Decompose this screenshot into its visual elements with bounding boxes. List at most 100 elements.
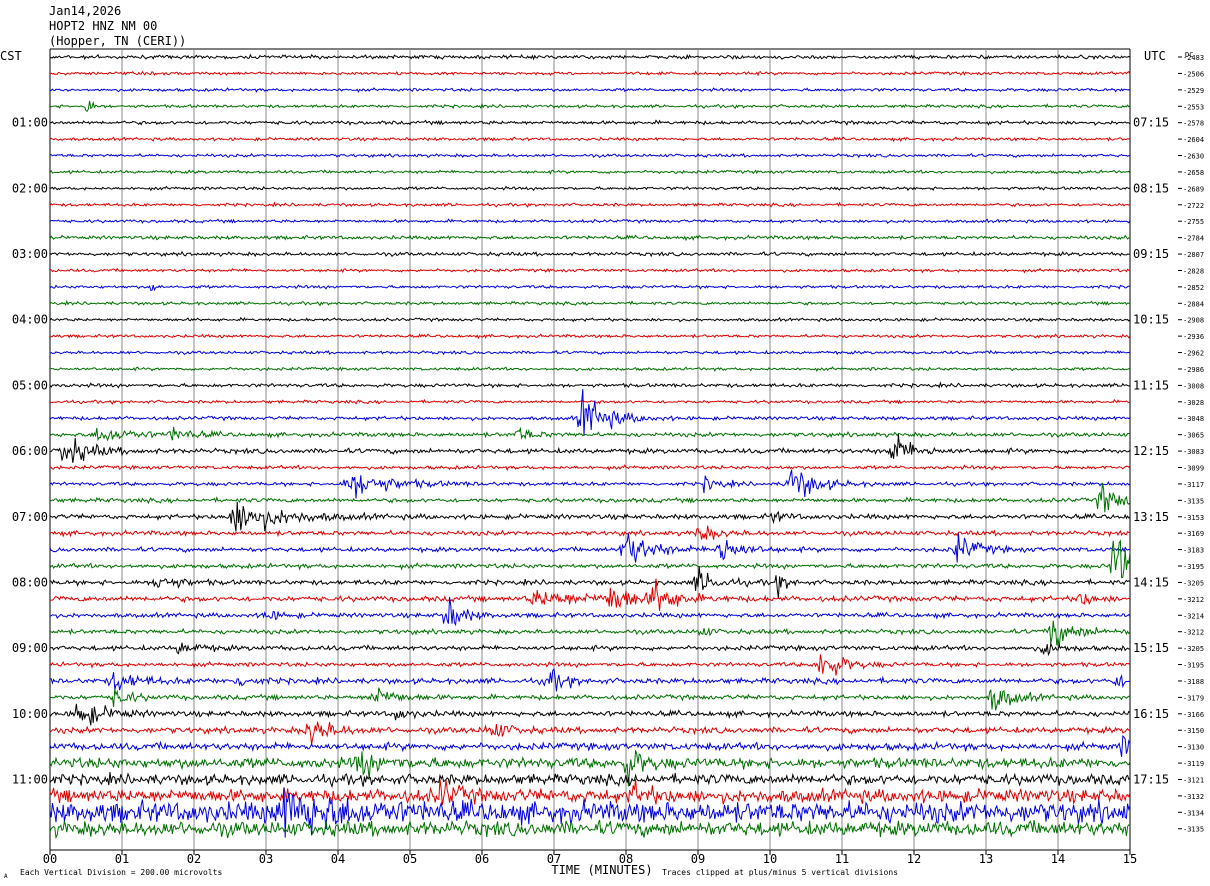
corner-mark: A bbox=[4, 873, 8, 880]
seismic-trace bbox=[49, 501, 1131, 532]
dc-offset-label: -3195 bbox=[1183, 662, 1204, 670]
cst-hour-label: 04:00 bbox=[12, 313, 48, 327]
cst-hour-label: 01:00 bbox=[12, 116, 48, 130]
seismic-trace bbox=[49, 136, 1131, 143]
dc-offset-label: -3008 bbox=[1183, 382, 1204, 390]
x-axis-label: TIME (MINUTES) bbox=[551, 863, 652, 877]
dc-offset-label: -3179 bbox=[1183, 694, 1204, 702]
dc-offset-label: -2884 bbox=[1183, 300, 1204, 308]
seismic-trace bbox=[49, 389, 1131, 436]
cst-hour-label: 05:00 bbox=[12, 378, 48, 392]
seismic-trace bbox=[49, 299, 1131, 307]
seismic-traces bbox=[49, 53, 1131, 840]
dc-offset-label: -2755 bbox=[1183, 218, 1204, 226]
dc-offset-label: -3134 bbox=[1183, 809, 1204, 817]
seismic-trace bbox=[49, 70, 1131, 77]
dc-offset-label: -2807 bbox=[1183, 251, 1204, 259]
seismic-trace bbox=[50, 185, 1131, 192]
dc-offset-label: -3048 bbox=[1183, 415, 1204, 423]
dc-offset-label: -2630 bbox=[1183, 153, 1204, 161]
dc-offset-label: -2784 bbox=[1183, 235, 1204, 243]
cst-hour-label: 09:00 bbox=[12, 641, 48, 655]
cst-hour-label: 06:00 bbox=[12, 444, 48, 458]
seismic-trace bbox=[49, 469, 1131, 499]
seismic-trace bbox=[49, 533, 1130, 563]
x-tick-label: 05 bbox=[403, 852, 417, 866]
x-axis-ticks: 00 01 02 03 04 05 06 07 08 09 10 11 12 13 14 15 -2483 -25… bbox=[12, 54, 1204, 866]
seismic-trace bbox=[49, 333, 1131, 340]
seismic-trace bbox=[49, 316, 1131, 323]
seismic-trace bbox=[49, 349, 1131, 356]
dc-offset-label: -3132 bbox=[1183, 793, 1204, 801]
x-tick-label: 09 bbox=[691, 852, 705, 866]
seismic-trace bbox=[49, 721, 1131, 745]
seismic-trace bbox=[49, 434, 1131, 463]
seismic-trace bbox=[49, 169, 1131, 175]
seismic-trace bbox=[49, 787, 1131, 838]
seismic-trace bbox=[49, 201, 1131, 208]
utc-hour-label: 17:15 bbox=[1133, 772, 1169, 786]
seismic-trace bbox=[49, 284, 1131, 292]
seismic-trace bbox=[49, 735, 1131, 757]
dc-offset-label: -2936 bbox=[1183, 333, 1204, 341]
x-tick-label: 11 bbox=[835, 852, 849, 866]
dc-offset-label: -3166 bbox=[1183, 711, 1204, 719]
dc-offset-label: -2852 bbox=[1183, 284, 1204, 292]
seismic-trace bbox=[49, 750, 1131, 787]
plot-date: Jan14,2026 bbox=[49, 4, 122, 18]
x-tick-label: 12 bbox=[907, 852, 921, 866]
dc-offset-label: -3119 bbox=[1183, 760, 1204, 768]
x-tick-label: 00 bbox=[43, 852, 57, 866]
x-tick-label: 08 bbox=[619, 852, 633, 866]
right-axis-label: UTC bbox=[1144, 49, 1166, 63]
utc-hour-label: 15:15 bbox=[1133, 641, 1169, 655]
seismic-trace bbox=[49, 772, 1131, 789]
seismic-trace bbox=[49, 687, 1131, 711]
seismic-trace bbox=[49, 539, 1131, 579]
dc-offset-label: -3205 bbox=[1183, 645, 1204, 653]
dc-offset-label: -3205 bbox=[1183, 579, 1204, 587]
x-tick-label: 13 bbox=[979, 852, 993, 866]
seismic-trace bbox=[49, 234, 1131, 242]
utc-hour-label: 07:15 bbox=[1133, 116, 1169, 130]
dc-label: DC bbox=[1185, 51, 1193, 59]
clip-note: Traces clipped at plus/minus 5 vertical … bbox=[662, 868, 898, 877]
seismic-trace bbox=[49, 778, 1131, 806]
cst-hour-label: 11:00 bbox=[12, 772, 48, 786]
station-code: HOPT2 HNZ NM 00 bbox=[49, 19, 158, 33]
seismic-trace bbox=[49, 53, 1131, 61]
seismic-trace bbox=[49, 654, 1131, 676]
utc-hour-label: 09:15 bbox=[1133, 247, 1169, 261]
seismic-trace bbox=[49, 366, 1131, 373]
utc-hour-label: 12:15 bbox=[1133, 444, 1169, 458]
seismic-trace bbox=[49, 426, 1130, 442]
seismic-trace bbox=[49, 525, 1131, 540]
x-tick-label: 14 bbox=[1051, 852, 1065, 866]
dc-offset-label: -3183 bbox=[1183, 547, 1204, 555]
utc-hour-label: 16:15 bbox=[1133, 707, 1169, 721]
x-tick-label: 01 bbox=[115, 852, 129, 866]
dc-offset-label: -3214 bbox=[1183, 612, 1204, 620]
seismic-trace bbox=[49, 482, 1131, 513]
dc-offset-label: -2578 bbox=[1183, 120, 1204, 128]
dc-offset-label: -3195 bbox=[1183, 563, 1204, 571]
dc-offset-label: -3099 bbox=[1183, 465, 1204, 473]
seismic-trace bbox=[49, 464, 1131, 472]
x-tick-label: 02 bbox=[187, 852, 201, 866]
seismic-trace bbox=[49, 381, 1131, 389]
utc-hour-label: 14:15 bbox=[1133, 575, 1169, 589]
seismic-trace bbox=[49, 87, 1131, 93]
x-tick-label: 07 bbox=[547, 852, 561, 866]
dc-offset-label: -3135 bbox=[1183, 826, 1204, 834]
dc-offset-label: -2553 bbox=[1183, 103, 1204, 111]
cst-hour-label: 10:00 bbox=[12, 707, 48, 721]
dc-offset-label: -2962 bbox=[1183, 350, 1204, 358]
seismic-trace bbox=[50, 596, 1131, 627]
seismic-trace bbox=[49, 641, 1131, 657]
station-location: (Hopper, TN (CERI)) bbox=[49, 34, 187, 48]
dc-offset-label: -3135 bbox=[1183, 497, 1204, 505]
seismic-trace bbox=[49, 218, 1131, 224]
utc-hour-label: 08:15 bbox=[1133, 181, 1169, 195]
minute-gridlines bbox=[49, 48, 1131, 851]
